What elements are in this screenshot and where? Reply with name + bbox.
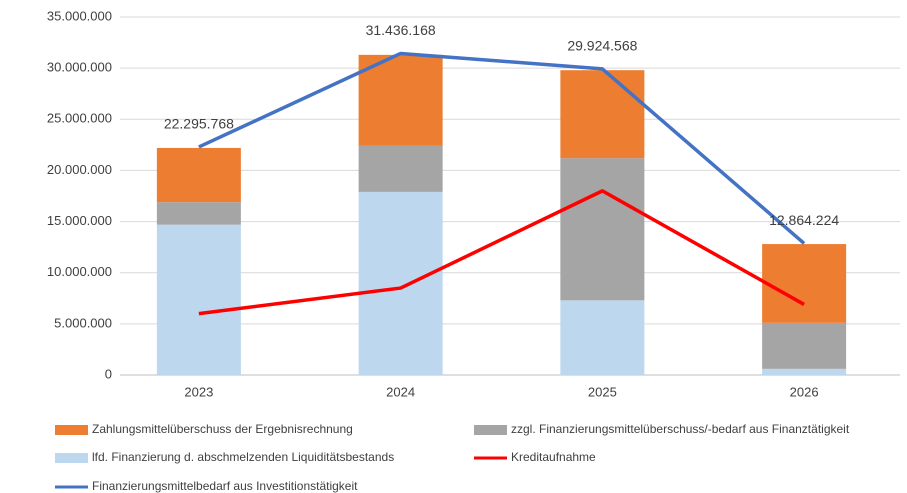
x-tick-label: 2026 [790,384,819,399]
y-tick-label: 15.000.000 [47,213,112,228]
legend-label: Kreditaufnahme [511,450,596,464]
bar-segment [560,158,645,301]
bar-segment [762,244,847,323]
x-tick-label: 2023 [184,384,213,399]
data-label: 31.436.168 [366,22,436,38]
bar-segment [358,191,443,375]
y-tick-label: 30.000.000 [47,60,112,75]
line [198,51,806,245]
y-tick-label: 5.000.000 [54,315,112,330]
legend-swatch [474,425,507,435]
bar-segment [762,368,847,375]
y-tick-label: 20.000.000 [47,162,112,177]
bar-segment [156,147,241,203]
x-tick-label: 2025 [588,384,617,399]
line [198,189,805,316]
legend-label: lfd. Finanzierung d. abschmelzenden Liqu… [92,450,394,464]
y-tick-label: 35.000.000 [47,8,112,23]
legend-swatch [55,453,88,463]
bar-segment [762,322,847,369]
bar-segment [560,300,645,375]
y-tick-label: 10.000.000 [47,264,112,279]
y-tick-label: 25.000.000 [47,111,112,126]
data-label: 12.864.224 [769,212,839,228]
legend-label: zzgl. Finanzierungsmittelüberschuss/-bed… [511,422,850,436]
data-label: 29.924.568 [567,38,637,54]
legend-label: Zahlungsmittelüberschuss der Ergebnisrec… [92,422,353,436]
data-label: 22.295.768 [164,116,234,132]
legend-swatch [55,425,88,435]
x-tick-label: 2024 [386,384,415,399]
bar-segment [560,70,645,159]
y-tick-label: 0 [105,366,112,381]
bar-segment [156,202,241,225]
bar-segment [156,224,241,375]
bar-segment [358,145,443,192]
bar-segment [358,54,443,146]
legend-label: Finanzierungsmittelbedarf aus Investitio… [92,479,358,493]
